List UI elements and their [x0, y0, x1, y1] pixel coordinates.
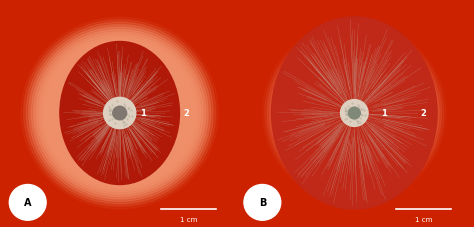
Text: 2: 2 — [183, 109, 189, 118]
Text: 1 cm: 1 cm — [415, 216, 432, 222]
Ellipse shape — [267, 29, 441, 198]
Text: A: A — [24, 197, 31, 207]
Ellipse shape — [56, 52, 183, 175]
Ellipse shape — [340, 100, 368, 127]
Ellipse shape — [117, 111, 122, 116]
Ellipse shape — [333, 93, 375, 134]
Ellipse shape — [307, 68, 401, 159]
Circle shape — [340, 100, 368, 127]
Ellipse shape — [283, 45, 425, 182]
Ellipse shape — [270, 31, 439, 196]
Ellipse shape — [288, 50, 420, 177]
Circle shape — [9, 185, 46, 220]
Ellipse shape — [21, 18, 219, 209]
Ellipse shape — [64, 60, 175, 167]
Ellipse shape — [82, 77, 158, 150]
Ellipse shape — [89, 84, 150, 143]
Ellipse shape — [338, 98, 371, 129]
Ellipse shape — [312, 72, 397, 155]
Ellipse shape — [324, 84, 385, 143]
Ellipse shape — [72, 67, 168, 160]
Ellipse shape — [302, 63, 406, 164]
Ellipse shape — [272, 34, 437, 193]
Ellipse shape — [60, 42, 180, 185]
Text: 2: 2 — [420, 109, 426, 118]
Ellipse shape — [265, 27, 444, 200]
Ellipse shape — [281, 43, 428, 184]
Text: 1: 1 — [381, 109, 387, 118]
Ellipse shape — [49, 45, 191, 182]
Ellipse shape — [36, 33, 203, 194]
Ellipse shape — [97, 91, 143, 136]
Ellipse shape — [331, 91, 378, 136]
Ellipse shape — [293, 54, 416, 173]
Circle shape — [244, 185, 281, 220]
Ellipse shape — [263, 25, 446, 202]
Ellipse shape — [345, 104, 364, 123]
Ellipse shape — [310, 70, 399, 157]
Ellipse shape — [69, 64, 170, 163]
Ellipse shape — [319, 79, 390, 148]
Ellipse shape — [321, 81, 387, 146]
Ellipse shape — [305, 66, 404, 161]
Text: 1: 1 — [140, 109, 146, 118]
Ellipse shape — [115, 109, 125, 118]
Ellipse shape — [286, 47, 423, 180]
Circle shape — [113, 107, 127, 120]
Ellipse shape — [276, 38, 432, 189]
Ellipse shape — [41, 38, 198, 189]
Ellipse shape — [84, 79, 155, 148]
Ellipse shape — [326, 86, 383, 141]
Circle shape — [104, 98, 136, 129]
Ellipse shape — [328, 89, 380, 138]
Ellipse shape — [300, 61, 409, 166]
Ellipse shape — [28, 25, 211, 202]
Ellipse shape — [66, 62, 173, 165]
Ellipse shape — [104, 99, 135, 128]
Ellipse shape — [352, 111, 356, 116]
Ellipse shape — [39, 35, 201, 192]
Ellipse shape — [295, 57, 413, 170]
Ellipse shape — [26, 23, 213, 204]
Ellipse shape — [51, 47, 188, 180]
Ellipse shape — [298, 59, 411, 168]
Ellipse shape — [44, 40, 196, 187]
Ellipse shape — [272, 18, 437, 209]
Ellipse shape — [314, 75, 394, 152]
Ellipse shape — [107, 101, 132, 126]
Ellipse shape — [62, 57, 178, 170]
Ellipse shape — [347, 107, 361, 120]
Ellipse shape — [24, 20, 216, 207]
Ellipse shape — [46, 42, 193, 185]
Text: 1 cm: 1 cm — [180, 216, 197, 222]
Ellipse shape — [94, 89, 145, 138]
Ellipse shape — [87, 82, 153, 145]
Ellipse shape — [92, 86, 147, 141]
Ellipse shape — [102, 96, 137, 131]
Ellipse shape — [112, 106, 128, 121]
Ellipse shape — [343, 102, 366, 125]
Circle shape — [348, 108, 360, 119]
Ellipse shape — [291, 52, 418, 175]
Ellipse shape — [59, 55, 181, 172]
Ellipse shape — [54, 50, 185, 177]
Ellipse shape — [79, 74, 160, 153]
Ellipse shape — [74, 69, 165, 158]
Ellipse shape — [350, 109, 359, 118]
Ellipse shape — [317, 77, 392, 150]
Text: B: B — [259, 197, 266, 207]
Ellipse shape — [77, 72, 163, 155]
Ellipse shape — [279, 41, 430, 186]
Ellipse shape — [336, 95, 373, 132]
Ellipse shape — [109, 104, 130, 123]
Ellipse shape — [100, 94, 140, 133]
Ellipse shape — [31, 28, 208, 199]
Ellipse shape — [34, 30, 206, 197]
Ellipse shape — [274, 36, 435, 191]
